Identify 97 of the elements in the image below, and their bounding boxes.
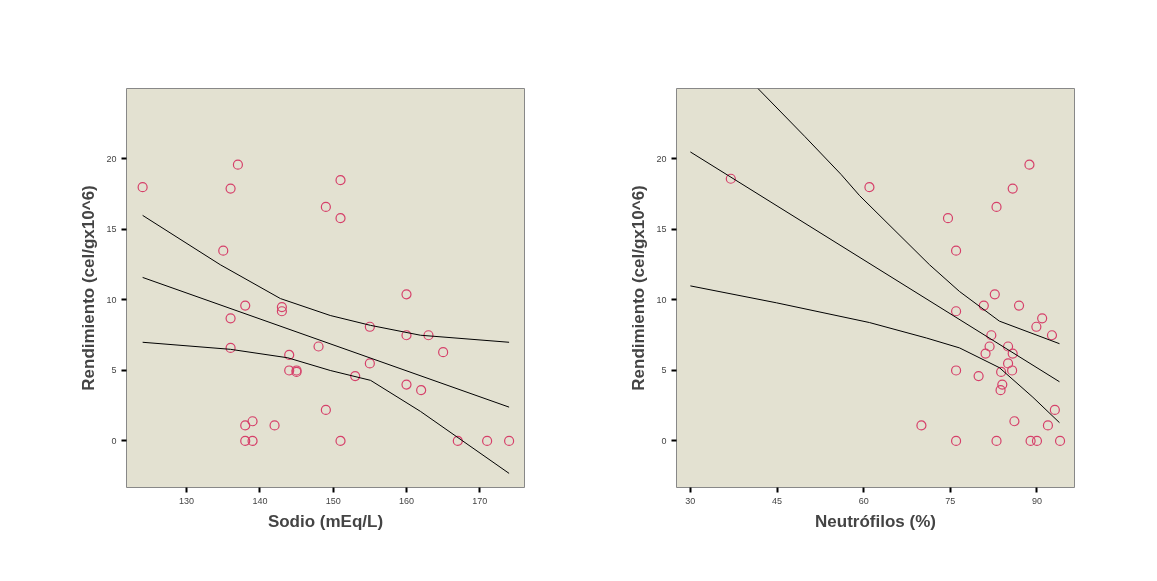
point <box>1009 416 1020 427</box>
point <box>313 341 324 352</box>
point <box>1025 435 1036 447</box>
point <box>996 366 1007 377</box>
point <box>240 420 251 431</box>
point <box>335 435 346 447</box>
point <box>991 435 1002 447</box>
point <box>137 182 148 193</box>
point <box>247 435 258 447</box>
x-tick-label: 45 <box>772 495 783 506</box>
point <box>335 213 346 224</box>
y-tick-label: 15 <box>656 224 667 235</box>
point <box>438 347 449 358</box>
x-tick-label: 140 <box>252 495 268 506</box>
point <box>218 245 229 256</box>
point <box>986 330 997 341</box>
y-axis-title: Rendimiento (cel/gx10^6) <box>79 185 99 391</box>
y-tick-label: 20 <box>656 153 667 164</box>
x-tick-label: 130 <box>179 495 195 506</box>
point <box>1049 404 1060 416</box>
point <box>1002 358 1014 369</box>
y-tick-label: 0 <box>111 435 117 446</box>
point <box>950 365 962 376</box>
x-axis-title: Sodio (mEq/L) <box>267 511 384 531</box>
point <box>364 358 375 369</box>
point <box>1007 348 1018 359</box>
point <box>997 379 1008 390</box>
point <box>482 435 493 447</box>
point <box>225 342 236 354</box>
point <box>401 330 412 341</box>
point <box>942 213 954 224</box>
line-series <box>142 341 510 474</box>
point <box>401 379 412 390</box>
x-tick-label: 160 <box>398 495 415 506</box>
line-series <box>142 214 510 343</box>
line-series <box>757 88 1060 345</box>
point <box>950 435 962 447</box>
point <box>1031 435 1043 447</box>
x-tick-label: 75 <box>945 495 956 506</box>
point <box>269 420 280 431</box>
y-tick-label: 0 <box>661 435 667 446</box>
point <box>423 330 434 341</box>
point <box>335 175 346 186</box>
x-axis-title: Neutrófilos (%) <box>815 511 936 531</box>
line-series <box>689 285 1060 424</box>
point <box>1031 321 1042 332</box>
point <box>240 300 251 311</box>
y-tick-label: 5 <box>111 365 117 376</box>
point <box>284 365 295 376</box>
point <box>1054 435 1066 447</box>
y-tick-label: 5 <box>661 365 667 376</box>
point <box>1007 183 1018 194</box>
point <box>225 313 236 324</box>
point <box>980 348 991 359</box>
point <box>240 435 251 447</box>
point <box>989 289 1000 300</box>
point <box>950 245 962 256</box>
point <box>995 385 1006 396</box>
point <box>1024 159 1035 170</box>
point <box>725 173 736 184</box>
point <box>350 371 361 382</box>
point <box>978 300 989 311</box>
point <box>276 301 287 313</box>
point <box>284 349 295 361</box>
point <box>991 201 1002 213</box>
point <box>984 341 995 352</box>
y-tick-label: 20 <box>106 153 117 164</box>
x-tick-label: 30 <box>685 495 696 506</box>
y-tick-label: 10 <box>106 294 117 305</box>
point <box>364 321 375 332</box>
point <box>452 435 463 447</box>
point <box>1013 300 1025 311</box>
point <box>950 306 962 317</box>
y-axis-title: Rendimiento (cel/gx10^6) <box>629 185 649 391</box>
point <box>1007 365 1018 376</box>
point <box>225 183 236 194</box>
y-tick-label: 15 <box>106 224 117 235</box>
y-tick-label: 10 <box>656 294 667 305</box>
point <box>416 385 427 396</box>
point <box>1046 330 1058 341</box>
point <box>1037 313 1048 324</box>
point <box>1042 420 1054 431</box>
x-tick-label: 90 <box>1031 495 1042 506</box>
x-tick-label: 60 <box>858 495 869 506</box>
point <box>864 182 875 193</box>
point <box>320 404 331 416</box>
point <box>973 371 984 382</box>
point <box>232 159 244 170</box>
point <box>276 306 287 317</box>
x-tick-label: 150 <box>325 495 341 506</box>
x-tick-label: 170 <box>472 495 488 506</box>
point <box>320 201 331 213</box>
point <box>1002 341 1014 352</box>
point <box>916 420 927 431</box>
point <box>504 435 515 447</box>
point <box>401 289 412 300</box>
point <box>247 416 258 427</box>
